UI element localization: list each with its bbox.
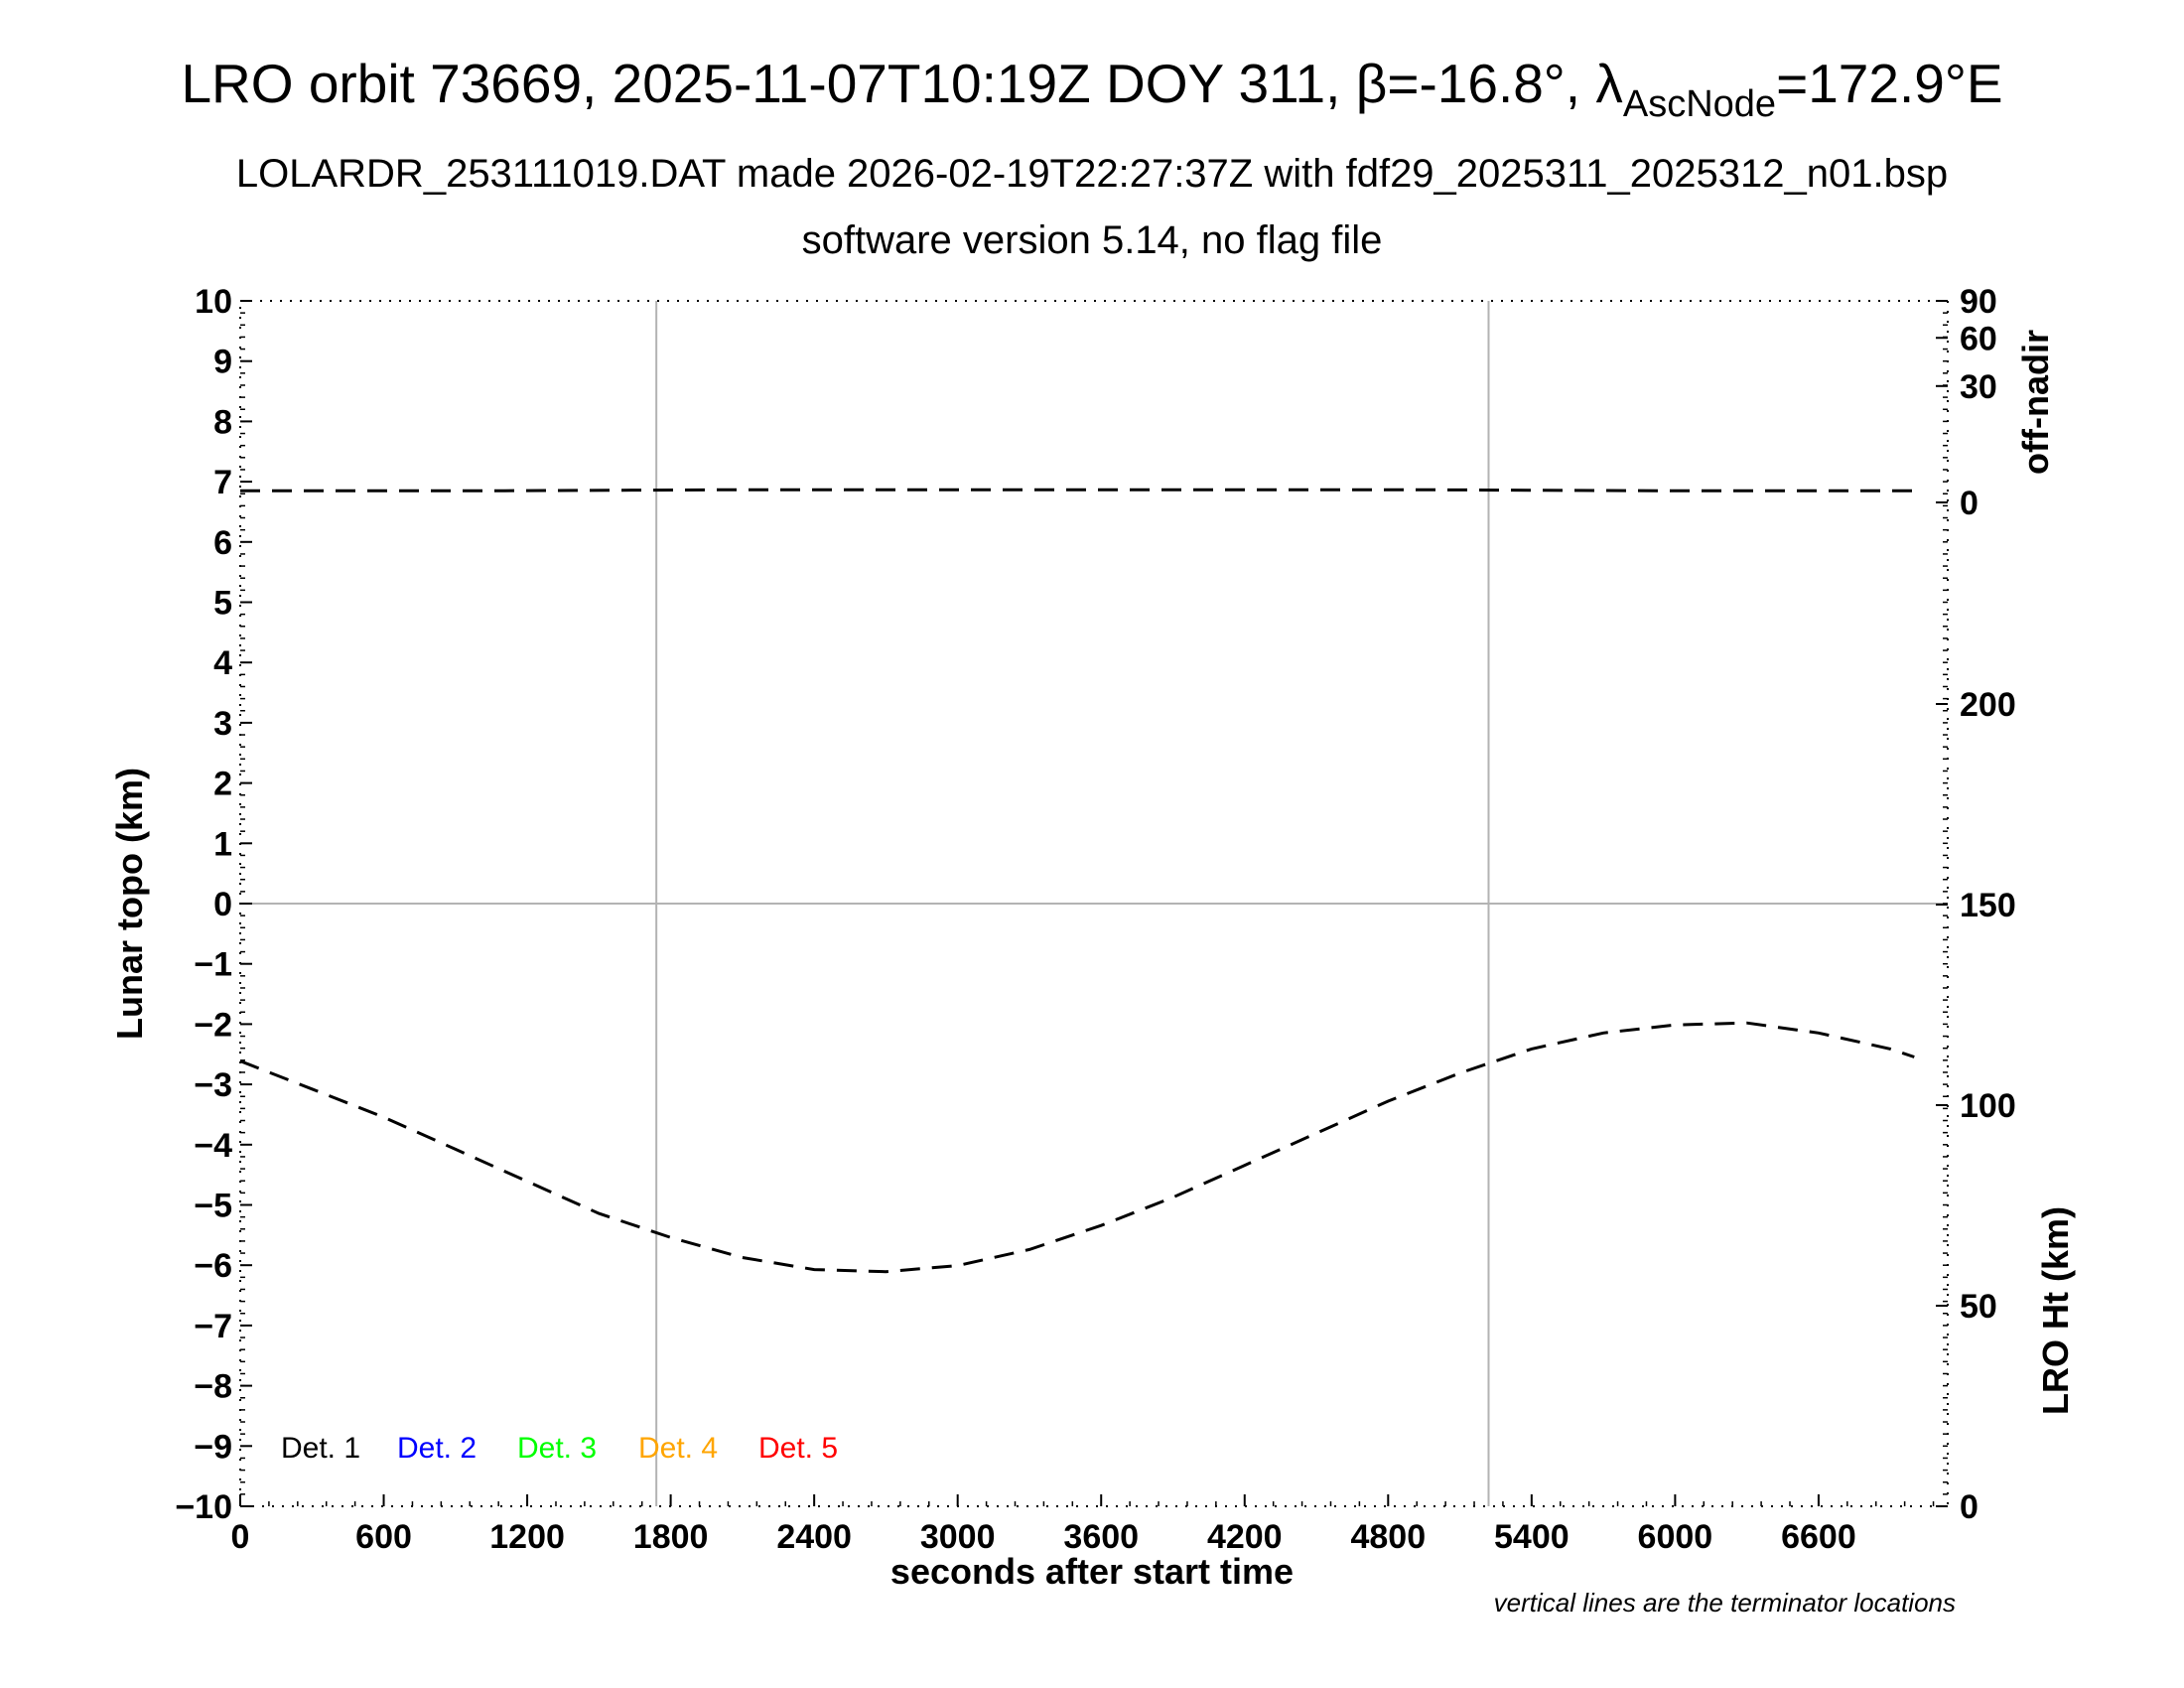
x-tick-label: 4800 — [1350, 1518, 1426, 1556]
chart-subtitle-2: software version 5.14, no flag file — [802, 218, 1383, 262]
y-tick-label: 3 — [213, 705, 232, 743]
y-tick-label: 8 — [213, 403, 232, 441]
y-tick-label: 5 — [213, 585, 232, 623]
legend-entry-det-1: Det. 1 — [281, 1432, 360, 1465]
series-line-1 — [240, 488, 1915, 492]
y-tick-label: −7 — [194, 1308, 232, 1345]
height-tick-label: 150 — [1960, 887, 2016, 924]
chart-title-subscript: AscNode — [1623, 83, 1776, 125]
legend-entry-det-3: Det. 3 — [517, 1432, 597, 1465]
minor-ticks — [239, 300, 1948, 1507]
x-tick-label: 6600 — [1781, 1518, 1856, 1556]
y-tick-label: −3 — [194, 1066, 232, 1104]
y-tick-label: 2 — [213, 766, 232, 803]
x-axis-label: seconds after start time — [890, 1551, 1294, 1592]
y-tick-label: −4 — [194, 1127, 232, 1165]
y-tick-label: 7 — [213, 464, 232, 501]
x-tick-label: 0 — [231, 1518, 250, 1556]
y-tick-label: −5 — [194, 1188, 232, 1225]
y-axis-label-height: LRO Ht (km) — [2035, 1206, 2076, 1415]
y-tick-label: −8 — [194, 1368, 232, 1406]
y-tick-label: −9 — [194, 1428, 232, 1466]
y-tick-label: −6 — [194, 1247, 232, 1285]
y-tick-label: −1 — [194, 946, 232, 984]
plot-area — [239, 300, 1949, 1507]
legend: Det. 1 Det. 2 Det. 3 Det. 4 Det. 5 — [281, 1432, 838, 1465]
legend-entry-det-4: Det. 4 — [638, 1432, 718, 1465]
x-tick-label: 600 — [355, 1518, 412, 1556]
y-axis-label-left: Lunar topo (km) — [109, 768, 150, 1040]
x-tick-label: 2400 — [776, 1518, 852, 1556]
x-tick-label: 1200 — [489, 1518, 565, 1556]
off-nadir-tick-label: 0 — [1960, 485, 1979, 522]
series-line-2 — [239, 1021, 1915, 1274]
x-tick-label: 5400 — [1494, 1518, 1570, 1556]
x-tick-label: 3600 — [1063, 1518, 1139, 1556]
y-tick-label: 1 — [213, 825, 232, 863]
off-nadir-tick-label: 30 — [1960, 368, 1997, 406]
y-tick-label: 4 — [213, 644, 232, 682]
grid-lines — [240, 301, 1948, 1506]
height-tick-label: 50 — [1960, 1288, 1997, 1326]
height-tick-label: 200 — [1960, 686, 2016, 724]
chart-title: LRO orbit 73669, 2025-11-07T10:19Z DOY 3… — [181, 53, 2002, 125]
y-axis-label-off-nadir: off-nadir — [2015, 330, 2056, 475]
off-nadir-tick-label: 60 — [1960, 320, 1997, 357]
y-tick-label: 0 — [213, 886, 232, 923]
chart-subtitle-1: LOLARDR_253111019.DAT made 2026-02-19T22… — [236, 152, 1948, 196]
height-tick-label: 0 — [1960, 1488, 1979, 1526]
x-tick-label: 1800 — [633, 1518, 709, 1556]
y-tick-label: 6 — [213, 524, 232, 562]
chart-title-main: LRO orbit 73669, 2025-11-07T10:19Z DOY 3… — [181, 53, 1623, 114]
legend-entry-det-5: Det. 5 — [758, 1432, 838, 1465]
off-nadir-tick-label: 90 — [1960, 283, 1997, 321]
y-tick-label: 9 — [213, 344, 232, 381]
terminator-note: vertical lines are the terminator locati… — [1494, 1588, 1956, 1618]
legend-entry-det-2: Det. 2 — [397, 1432, 477, 1465]
x-tick-label: 4200 — [1207, 1518, 1283, 1556]
y-tick-label: −10 — [175, 1488, 232, 1526]
chart-title-end: =172.9°E — [1776, 53, 2002, 114]
x-tick-label: 6000 — [1638, 1518, 1713, 1556]
x-axis-ticks: 0 600 1200 1800 2400 3000 3600 4200 4800 5400 6000… — [231, 1494, 1856, 1556]
y-tick-label: −2 — [194, 1006, 232, 1044]
height-tick-label: 100 — [1960, 1087, 2016, 1125]
x-tick-label: 3000 — [920, 1518, 996, 1556]
y-tick-label: 10 — [195, 283, 232, 321]
series-lines — [239, 488, 1915, 1274]
